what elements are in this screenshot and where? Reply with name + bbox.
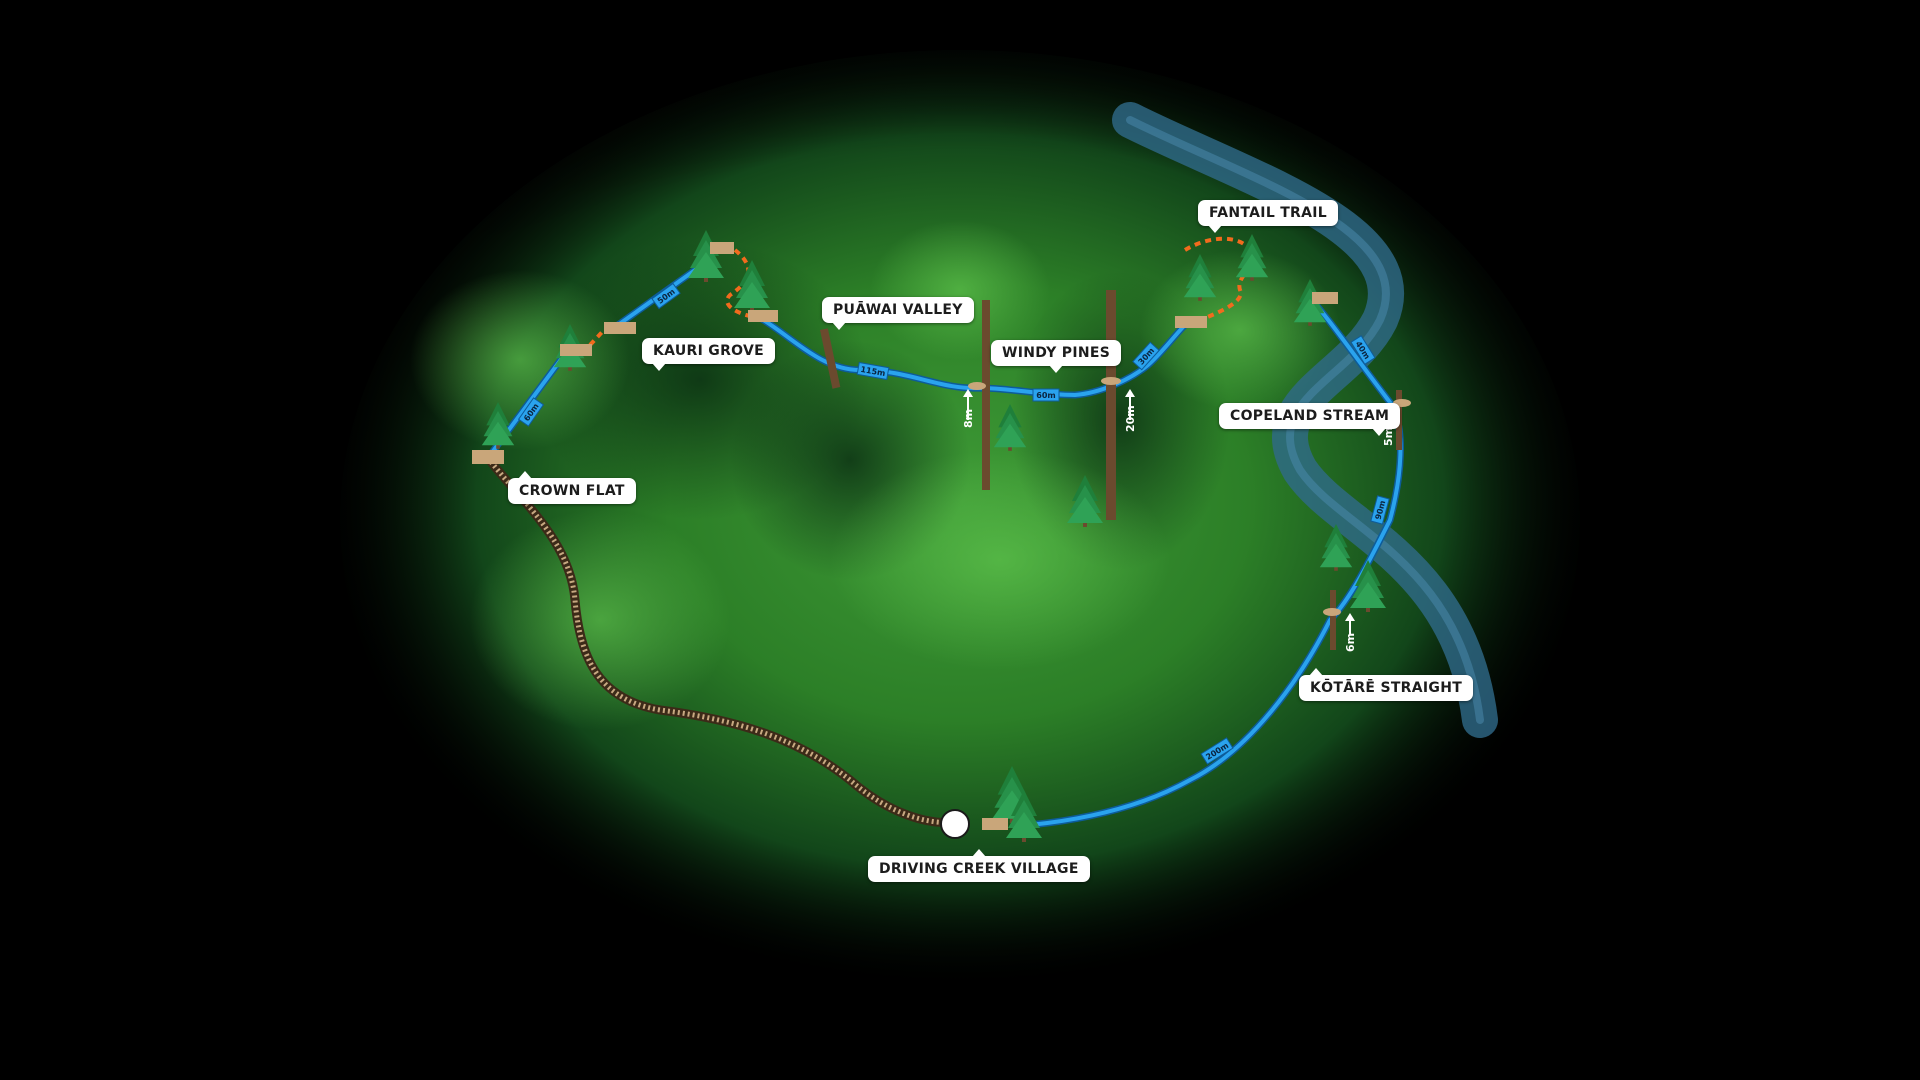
seg-puawai-windy: 115m <box>856 361 890 381</box>
seg-copeland-kotare: 90m <box>1370 495 1390 525</box>
seg-fantail-copeland: 40m <box>1350 335 1376 365</box>
h-windy-1: 8m <box>962 389 975 428</box>
h-kotare: 6m <box>1344 613 1357 652</box>
h-windy-2: 20m <box>1124 389 1137 432</box>
svg-text:8m: 8m <box>962 409 975 428</box>
station-marker <box>940 809 970 839</box>
svg-text:60m: 60m <box>1036 391 1055 400</box>
driving-creek-village-label: DRIVING CREEK VILLAGE <box>868 849 1090 882</box>
svg-text:6m: 6m <box>1344 633 1357 652</box>
svg-text:20m: 20m <box>1124 405 1137 432</box>
seg-windy-mid: 60m <box>1032 388 1060 402</box>
puawai-valley-label: PUĀWAI VALLEY <box>822 297 974 330</box>
windy-pines-label: WINDY PINES <box>991 340 1122 373</box>
kotare-straight-label: KŌTĀRĒ STRAIGHT <box>1299 668 1474 701</box>
walk-trail-fantail <box>1178 236 1255 326</box>
walk-trail-kauri <box>588 328 606 347</box>
platforms <box>472 242 1338 830</box>
crown-flat-label: CROWN FLAT <box>508 471 636 504</box>
kauri-grove-label: KAURI GROVE <box>642 338 775 371</box>
copeland-stream-label: COPELAND STREAM <box>1219 403 1401 436</box>
fantail-trail-label: FANTAIL TRAIL <box>1198 200 1339 233</box>
walk-trail-puawai <box>725 248 761 320</box>
svg-text:115m: 115m <box>860 365 886 378</box>
